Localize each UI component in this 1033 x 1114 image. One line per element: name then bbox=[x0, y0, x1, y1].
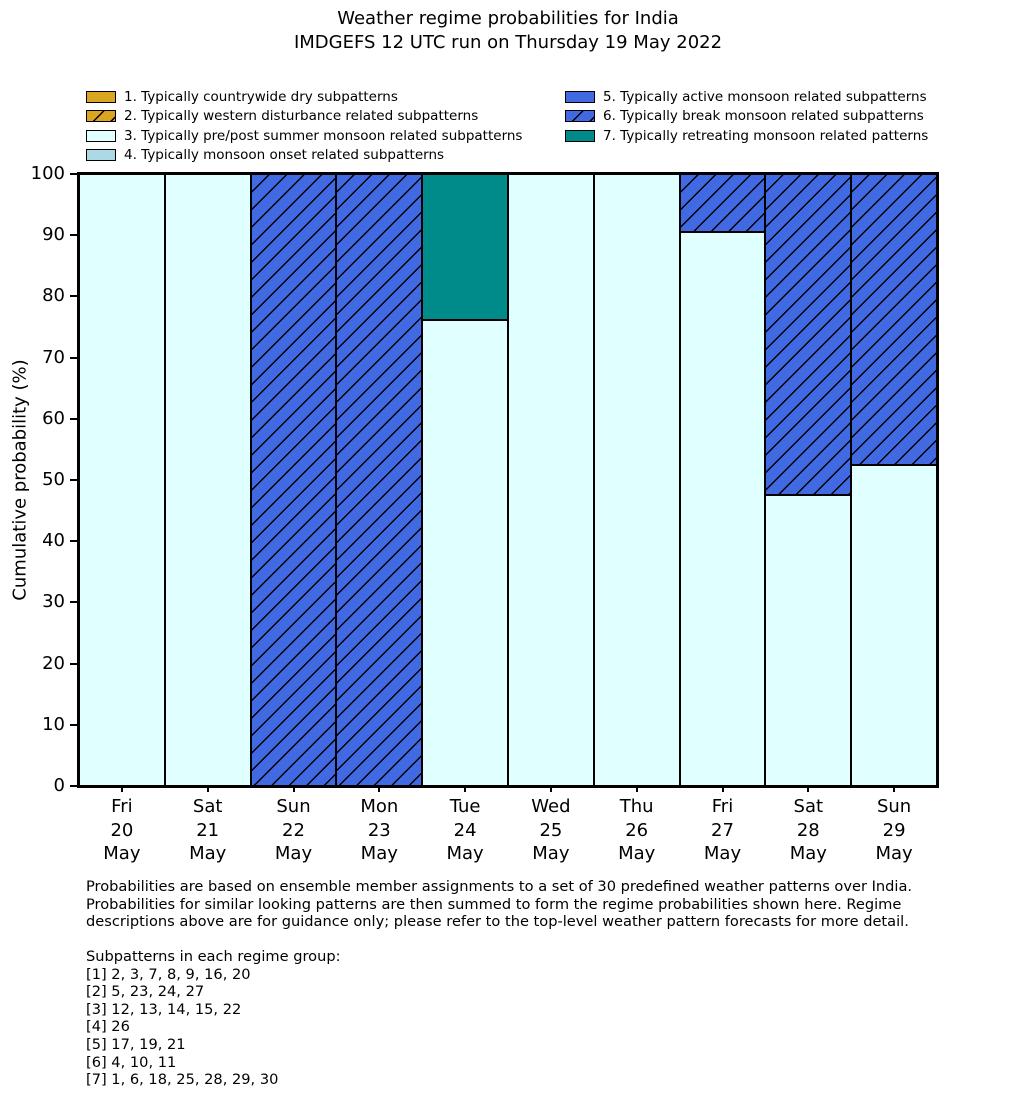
legend-item: 2. Typically western disturbance related… bbox=[86, 107, 522, 127]
bar-segment bbox=[336, 174, 423, 786]
bar-sat-21-may bbox=[164, 174, 251, 786]
x-tick-label: Fri 27 May bbox=[703, 796, 742, 864]
x-tick bbox=[721, 786, 724, 792]
plot-area: 0 10 20 30 40 50 60 70 80 90 100 Fri 20 May Sat 21 M… bbox=[31, 165, 939, 864]
legend-label: 2. Typically western disturbance related… bbox=[124, 108, 479, 125]
bar-segment bbox=[679, 174, 766, 233]
legend-swatch bbox=[86, 129, 116, 142]
legend-item: 5. Typically active monsoon related subp… bbox=[565, 87, 928, 107]
legend-swatch-hatched bbox=[565, 110, 595, 123]
legend-label: 3. Typically pre/post summer monsoon rel… bbox=[124, 127, 523, 144]
x-tick bbox=[807, 786, 810, 792]
y-tick-label: 40 bbox=[42, 530, 65, 552]
y-tick bbox=[70, 540, 77, 543]
y-tick-label: 50 bbox=[42, 469, 65, 490]
bar-segment bbox=[765, 494, 852, 786]
x-tick bbox=[549, 786, 552, 792]
x-tick bbox=[120, 786, 123, 792]
x-tick bbox=[893, 786, 896, 792]
legend-column-right: 5. Typically active monsoon related subp… bbox=[565, 87, 928, 146]
bar-fri-20-may bbox=[79, 174, 165, 786]
legend-swatch-hatched bbox=[86, 110, 116, 123]
y-tick bbox=[70, 356, 77, 359]
y-tick bbox=[70, 173, 77, 175]
bar-mon-23-may bbox=[336, 174, 423, 786]
x-tick-label: Sat 21 May bbox=[189, 796, 227, 864]
legend-item: 3. Typically pre/post summer monsoon rel… bbox=[86, 126, 522, 146]
bar-thu-26-may bbox=[593, 174, 680, 786]
footer-subpatterns: Subpatterns in each regime group: [1] 2,… bbox=[86, 948, 341, 1089]
x-tick-label: Mon 23 May bbox=[360, 796, 399, 864]
legend-item: 6. Typically break monsoon related subpa… bbox=[565, 107, 928, 127]
legend-item: 7. Typically retreating monsoon related … bbox=[565, 126, 928, 146]
y-tick-label: 90 bbox=[42, 224, 65, 246]
legend-label: 6. Typically break monsoon related subpa… bbox=[603, 108, 924, 125]
chart-title-line1: Weather regime probabilities for India bbox=[337, 8, 679, 29]
bar-segment bbox=[422, 174, 508, 320]
chart-title: Weather regime probabilities for India I… bbox=[0, 7, 1016, 55]
y-tick bbox=[70, 601, 77, 604]
x-tick-label: Sun 29 May bbox=[875, 796, 913, 864]
bars bbox=[79, 174, 937, 786]
x-tick-label: Sun 22 May bbox=[274, 796, 313, 864]
bar-segment bbox=[250, 174, 337, 786]
y-tick bbox=[70, 662, 77, 665]
bar-segment bbox=[422, 319, 508, 786]
legend-swatch bbox=[565, 129, 595, 142]
chart-title-line2: IMDGEFS 12 UTC run on Thursday 19 May 20… bbox=[293, 32, 723, 53]
y-tick-label: 20 bbox=[42, 652, 65, 674]
x-tick-label: Thu 26 May bbox=[618, 796, 656, 864]
x-tick-label: Tue 24 May bbox=[446, 796, 484, 864]
y-tick bbox=[70, 234, 77, 237]
footer-description: Probabilities are based on ensemble memb… bbox=[86, 878, 913, 931]
legend-column-left: 1. Typically countrywide dry subpatterns… bbox=[86, 87, 522, 165]
bar-segment bbox=[507, 174, 594, 786]
x-tick bbox=[378, 786, 381, 792]
bar-segment bbox=[679, 232, 766, 786]
legend-swatch bbox=[86, 90, 116, 103]
bar-wed-25-may bbox=[507, 174, 594, 786]
legend-swatch bbox=[565, 90, 595, 103]
x-tick-label: Sat 28 May bbox=[789, 796, 827, 864]
bar-sun-29-may bbox=[851, 174, 937, 786]
y-tick-label: 100 bbox=[30, 163, 65, 184]
y-tick-label: 60 bbox=[42, 407, 65, 429]
bar-segment bbox=[593, 174, 680, 786]
x-tick-label: Wed 25 May bbox=[531, 796, 571, 864]
y-tick bbox=[70, 479, 77, 481]
y-tick-label: 10 bbox=[42, 713, 65, 735]
bar-segment bbox=[851, 465, 937, 786]
bar-sun-22-may bbox=[250, 174, 337, 786]
bar-segment bbox=[765, 174, 852, 495]
y-tick bbox=[70, 785, 77, 787]
x-tick bbox=[292, 786, 295, 792]
x-tick bbox=[464, 786, 467, 792]
bar-sat-28-may bbox=[765, 174, 852, 786]
y-tick-label: 70 bbox=[42, 346, 65, 368]
x-tick bbox=[635, 786, 638, 792]
y-tick-label: 0 bbox=[53, 775, 65, 796]
legend-label: 7. Typically retreating monsoon related … bbox=[603, 127, 929, 144]
y-tick bbox=[70, 417, 77, 420]
x-tick bbox=[206, 786, 209, 792]
bar-fri-27-may bbox=[679, 174, 766, 786]
y-tick bbox=[70, 295, 77, 298]
bar-segment bbox=[79, 174, 165, 786]
y-axis-label: Cumulative probability (%) bbox=[9, 359, 31, 601]
bar-segment bbox=[851, 174, 937, 466]
y-tick bbox=[70, 723, 77, 726]
legend-label: 4. Typically monsoon onset related subpa… bbox=[124, 147, 445, 164]
y-tick-label: 30 bbox=[42, 591, 65, 613]
legend-item: 4. Typically monsoon onset related subpa… bbox=[86, 146, 522, 166]
y-tick-label: 80 bbox=[42, 285, 65, 307]
bar-segment bbox=[164, 174, 251, 786]
legend-label: 5. Typically active monsoon related subp… bbox=[603, 88, 927, 105]
legend-item: 1. Typically countrywide dry subpatterns bbox=[86, 87, 522, 107]
x-tick-label: Fri 20 May bbox=[103, 796, 141, 864]
bar-tue-24-may bbox=[422, 174, 508, 786]
legend-swatch bbox=[86, 149, 116, 162]
legend-label: 1. Typically countrywide dry subpatterns bbox=[124, 88, 398, 105]
